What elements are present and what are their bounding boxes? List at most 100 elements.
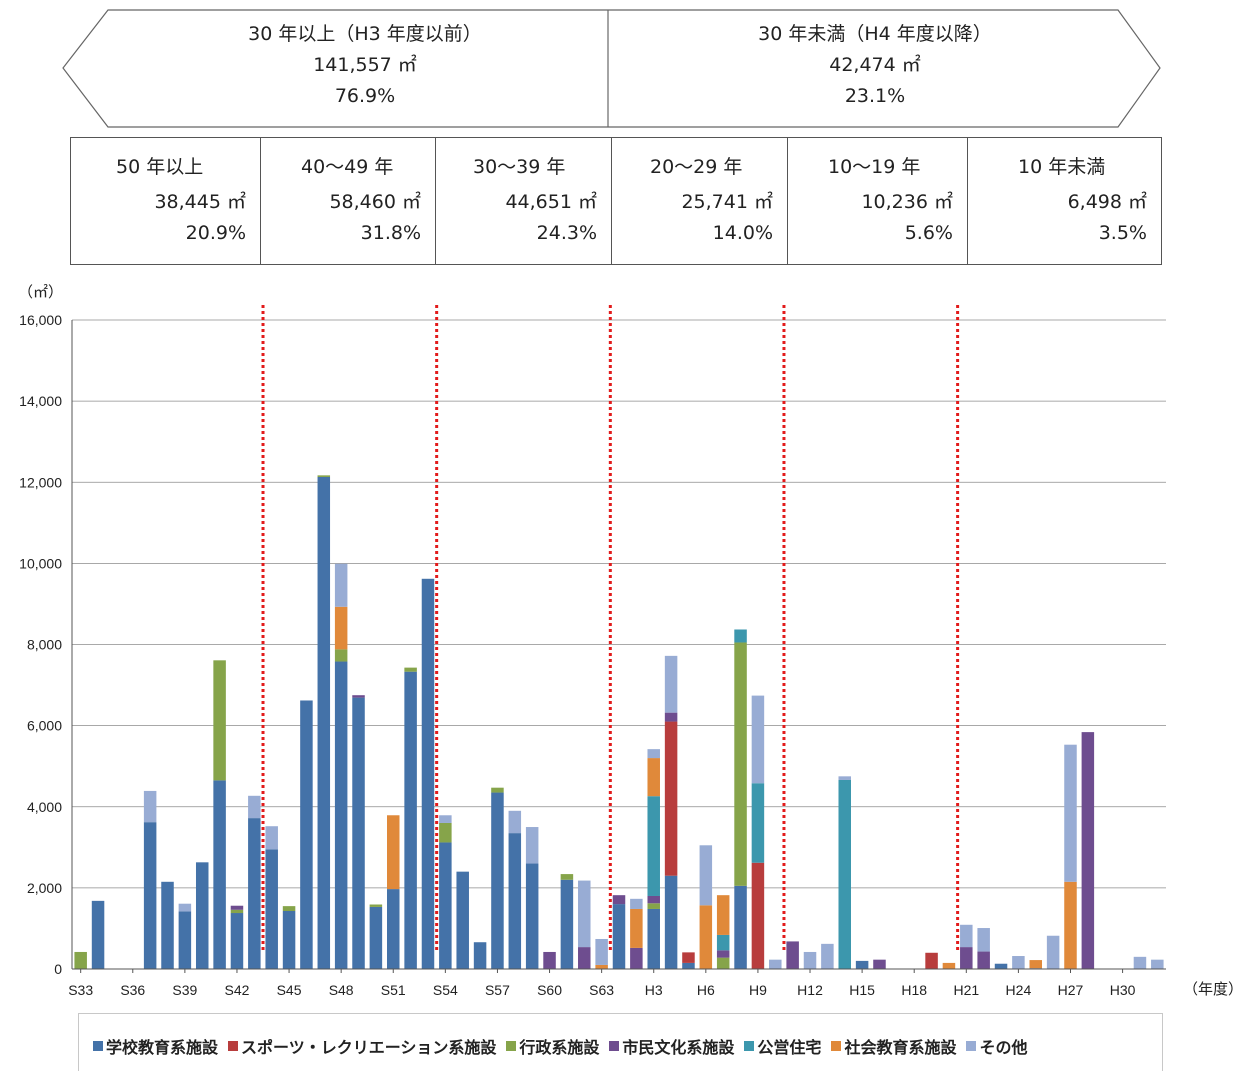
y-tick-label: 0 bbox=[54, 961, 62, 977]
legend-swatch bbox=[506, 1041, 517, 1051]
bar-segment bbox=[1046, 935, 1060, 969]
x-tick-label: S60 bbox=[537, 982, 562, 998]
x-tick-label: S54 bbox=[433, 982, 458, 998]
legend-item: スポーツ・レクリエーション系施設 bbox=[228, 1034, 496, 1058]
bar-segment bbox=[612, 895, 626, 905]
age-group-area: 25,741 ㎡ bbox=[681, 191, 773, 213]
bar-segment bbox=[143, 790, 157, 823]
over-30-title: 30 年以上（H3 年度以前） bbox=[248, 23, 482, 45]
bar-segment bbox=[734, 642, 747, 886]
y-tick-label: 12,000 bbox=[19, 474, 62, 490]
bar-segment bbox=[751, 783, 765, 863]
bar-segment bbox=[334, 606, 348, 650]
x-tick-label: S36 bbox=[120, 982, 145, 998]
legend-item: 市民文化系施設 bbox=[609, 1034, 734, 1058]
bar-segment bbox=[699, 845, 713, 906]
over-30-area: 141,557 ㎡ bbox=[313, 54, 417, 76]
legend-label: 行政系施設 bbox=[519, 1038, 600, 1057]
age-group-area: 10,236 ㎡ bbox=[861, 191, 953, 213]
bar-segment bbox=[387, 889, 400, 969]
legend-items: 学校教育系施設 スポーツ・レクリエーション系施設 行政系施設 市民文化系施設 公営住宅 社… bbox=[93, 1034, 1027, 1058]
x-tick-label: H30 bbox=[1110, 982, 1136, 998]
x-tick-label: H24 bbox=[1006, 982, 1032, 998]
floor-area-by-year-chart: 0 2,000 4,000 6,000 8,000 10,000 12,000 14,000 1… bbox=[18, 284, 1243, 998]
bar-segment bbox=[248, 818, 261, 969]
age-group-label: 40～49 年 bbox=[301, 156, 394, 178]
x-tick-label: H9 bbox=[749, 982, 767, 998]
bar-segment bbox=[821, 943, 834, 969]
y-tick-label: 10,000 bbox=[19, 555, 62, 571]
bar-segment bbox=[595, 964, 608, 969]
bar-segment bbox=[1064, 881, 1077, 969]
x-tick-label: H6 bbox=[697, 982, 715, 998]
bar-segment bbox=[91, 900, 105, 969]
age-group-cell: 50 年以上 38,445 ㎡ 20.9% bbox=[71, 138, 261, 264]
bar-segment bbox=[491, 792, 504, 969]
y-tick-label: 6,000 bbox=[27, 718, 62, 734]
age-group-pct: 5.6% bbox=[904, 222, 953, 244]
x-tick-label: S48 bbox=[329, 982, 354, 998]
x-tick-label: S42 bbox=[225, 982, 250, 998]
bar-segment bbox=[855, 960, 869, 969]
bar-segment bbox=[769, 959, 782, 969]
age-group-pct: 14.0% bbox=[712, 222, 773, 244]
legend-label: 学校教育系施設 bbox=[106, 1038, 219, 1057]
under-30-years-summary: 30 年未満（H4 年度以降） 42,474 ㎡ 23.1% bbox=[615, 19, 1135, 112]
bar-segment bbox=[369, 904, 383, 907]
bar-segment bbox=[873, 959, 886, 969]
bar-segment bbox=[838, 779, 851, 969]
bar-segment bbox=[612, 904, 626, 969]
bar-segment bbox=[560, 879, 574, 969]
bar-segment bbox=[647, 758, 660, 797]
bar-segment bbox=[404, 671, 417, 969]
bar-segment bbox=[786, 941, 799, 969]
legend-label: 社会教育系施設 bbox=[844, 1038, 957, 1057]
bar-segment bbox=[230, 909, 244, 914]
y-axis-unit-label: （㎡） bbox=[18, 284, 63, 301]
age-group-label: 20～29 年 bbox=[650, 156, 743, 178]
bar-segment bbox=[525, 827, 539, 864]
bar-segment bbox=[630, 908, 643, 948]
bar-segment bbox=[578, 880, 591, 948]
bar-segment bbox=[213, 660, 226, 781]
age-summary-arrow bbox=[62, 9, 1161, 128]
bar-segment bbox=[925, 952, 938, 969]
bar-segment bbox=[942, 962, 956, 969]
legend-item: 社会教育系施設 bbox=[831, 1034, 956, 1058]
under-30-pct: 23.1% bbox=[844, 85, 906, 107]
x-tick-label: H21 bbox=[953, 982, 979, 998]
x-tick-label: H15 bbox=[849, 982, 875, 998]
bar-segment bbox=[647, 796, 660, 896]
legend-label: 公営住宅 bbox=[757, 1038, 822, 1057]
bar-segment bbox=[664, 721, 678, 876]
bar-segment bbox=[300, 700, 313, 969]
age-group-table: 50 年以上 38,445 ㎡ 20.9% 40～49 年 58,460 ㎡ 3… bbox=[70, 137, 1162, 265]
legend-label: スポーツ・レクリエーション系施設 bbox=[241, 1038, 497, 1057]
legend-item: 公営住宅 bbox=[744, 1034, 821, 1058]
over-30-pct: 76.9% bbox=[334, 85, 396, 107]
x-tick-label: S33 bbox=[68, 982, 93, 998]
bar-segment bbox=[751, 695, 765, 784]
bar-segment bbox=[369, 906, 383, 969]
age-group-cell: 10 年未満 6,498 ㎡ 3.5% bbox=[968, 138, 1161, 264]
bar-segment bbox=[1029, 960, 1043, 969]
bar-segment bbox=[734, 885, 747, 969]
bar-segment bbox=[664, 712, 678, 722]
bar-segment bbox=[1012, 956, 1025, 969]
bar-segment bbox=[508, 833, 522, 969]
legend-swatch bbox=[609, 1041, 620, 1051]
x-tick-label: S63 bbox=[589, 982, 614, 998]
legend-label: その他 bbox=[979, 1038, 1028, 1057]
bar-segment bbox=[439, 842, 452, 969]
bar-segment bbox=[716, 957, 730, 969]
y-tick-label: 16,000 bbox=[19, 312, 62, 328]
age-group-label: 10～19 年 bbox=[828, 156, 921, 178]
age-group-pct: 20.9% bbox=[185, 222, 246, 244]
bar-segment bbox=[647, 903, 660, 909]
age-group-cell: 40～49 年 58,460 ㎡ 31.8% bbox=[261, 138, 436, 264]
x-tick-label: S57 bbox=[485, 982, 510, 998]
bar-segment bbox=[317, 475, 331, 477]
over-30-years-summary: 30 年以上（H3 年度以前） 141,557 ㎡ 76.9% bbox=[130, 19, 600, 112]
bar-segment bbox=[213, 780, 226, 969]
bar-segment bbox=[647, 749, 660, 759]
